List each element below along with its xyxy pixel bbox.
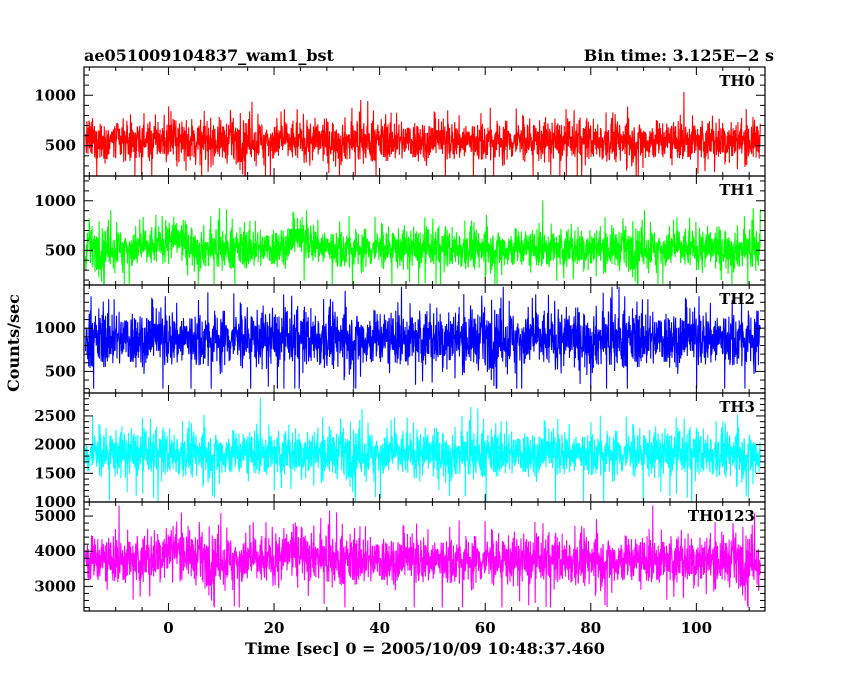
series-line-th1 xyxy=(85,200,761,285)
x-axis-label: Time [sec] 0 = 2005/10/09 10:48:37.460 xyxy=(245,639,605,658)
y-tick-label: 1000 xyxy=(34,319,76,337)
panels-group: TH05001000TH15001000TH25001000TH31000150… xyxy=(34,66,766,637)
x-tick-label: 60 xyxy=(475,619,496,637)
y-axis-label: Counts/sec xyxy=(4,294,23,392)
y-tick-label: 1000 xyxy=(34,86,76,104)
series-line-th0123 xyxy=(85,505,761,608)
x-tick-label: 80 xyxy=(580,619,601,637)
series-line-th2 xyxy=(85,286,761,389)
bin-time-label: Bin time: 3.125E−2 s xyxy=(584,46,774,65)
x-tick-label: 20 xyxy=(264,619,285,637)
y-tick-label: 1000 xyxy=(34,192,76,210)
chart-title: ae051009104837_wam1_bst xyxy=(84,46,335,65)
y-tick-label: 3000 xyxy=(34,577,76,595)
y-tick-label: 500 xyxy=(45,241,76,259)
panel-label-th0123: TH0123 xyxy=(688,507,755,525)
y-tick-label: 2500 xyxy=(34,407,76,425)
panel-frame-th0123 xyxy=(83,501,766,612)
y-tick-label: 500 xyxy=(45,137,76,155)
panel-label-th0: TH0 xyxy=(719,72,755,90)
panel-label-th1: TH1 xyxy=(719,181,755,199)
y-tick-label: 4000 xyxy=(34,542,76,560)
y-tick-label: 2000 xyxy=(34,436,76,454)
panel-label-th2: TH2 xyxy=(719,290,755,308)
series-line-th0 xyxy=(85,91,761,176)
x-tick-label: 100 xyxy=(681,619,712,637)
series-line-th3 xyxy=(85,397,761,502)
y-tick-label: 1000 xyxy=(34,493,76,511)
y-tick-label: 1500 xyxy=(34,464,76,482)
x-tick-label: 0 xyxy=(163,619,173,637)
panel-label-th3: TH3 xyxy=(719,398,755,416)
y-tick-label: 500 xyxy=(45,362,76,380)
x-tick-label: 40 xyxy=(369,619,390,637)
y-tick-label: 5000 xyxy=(34,507,76,525)
